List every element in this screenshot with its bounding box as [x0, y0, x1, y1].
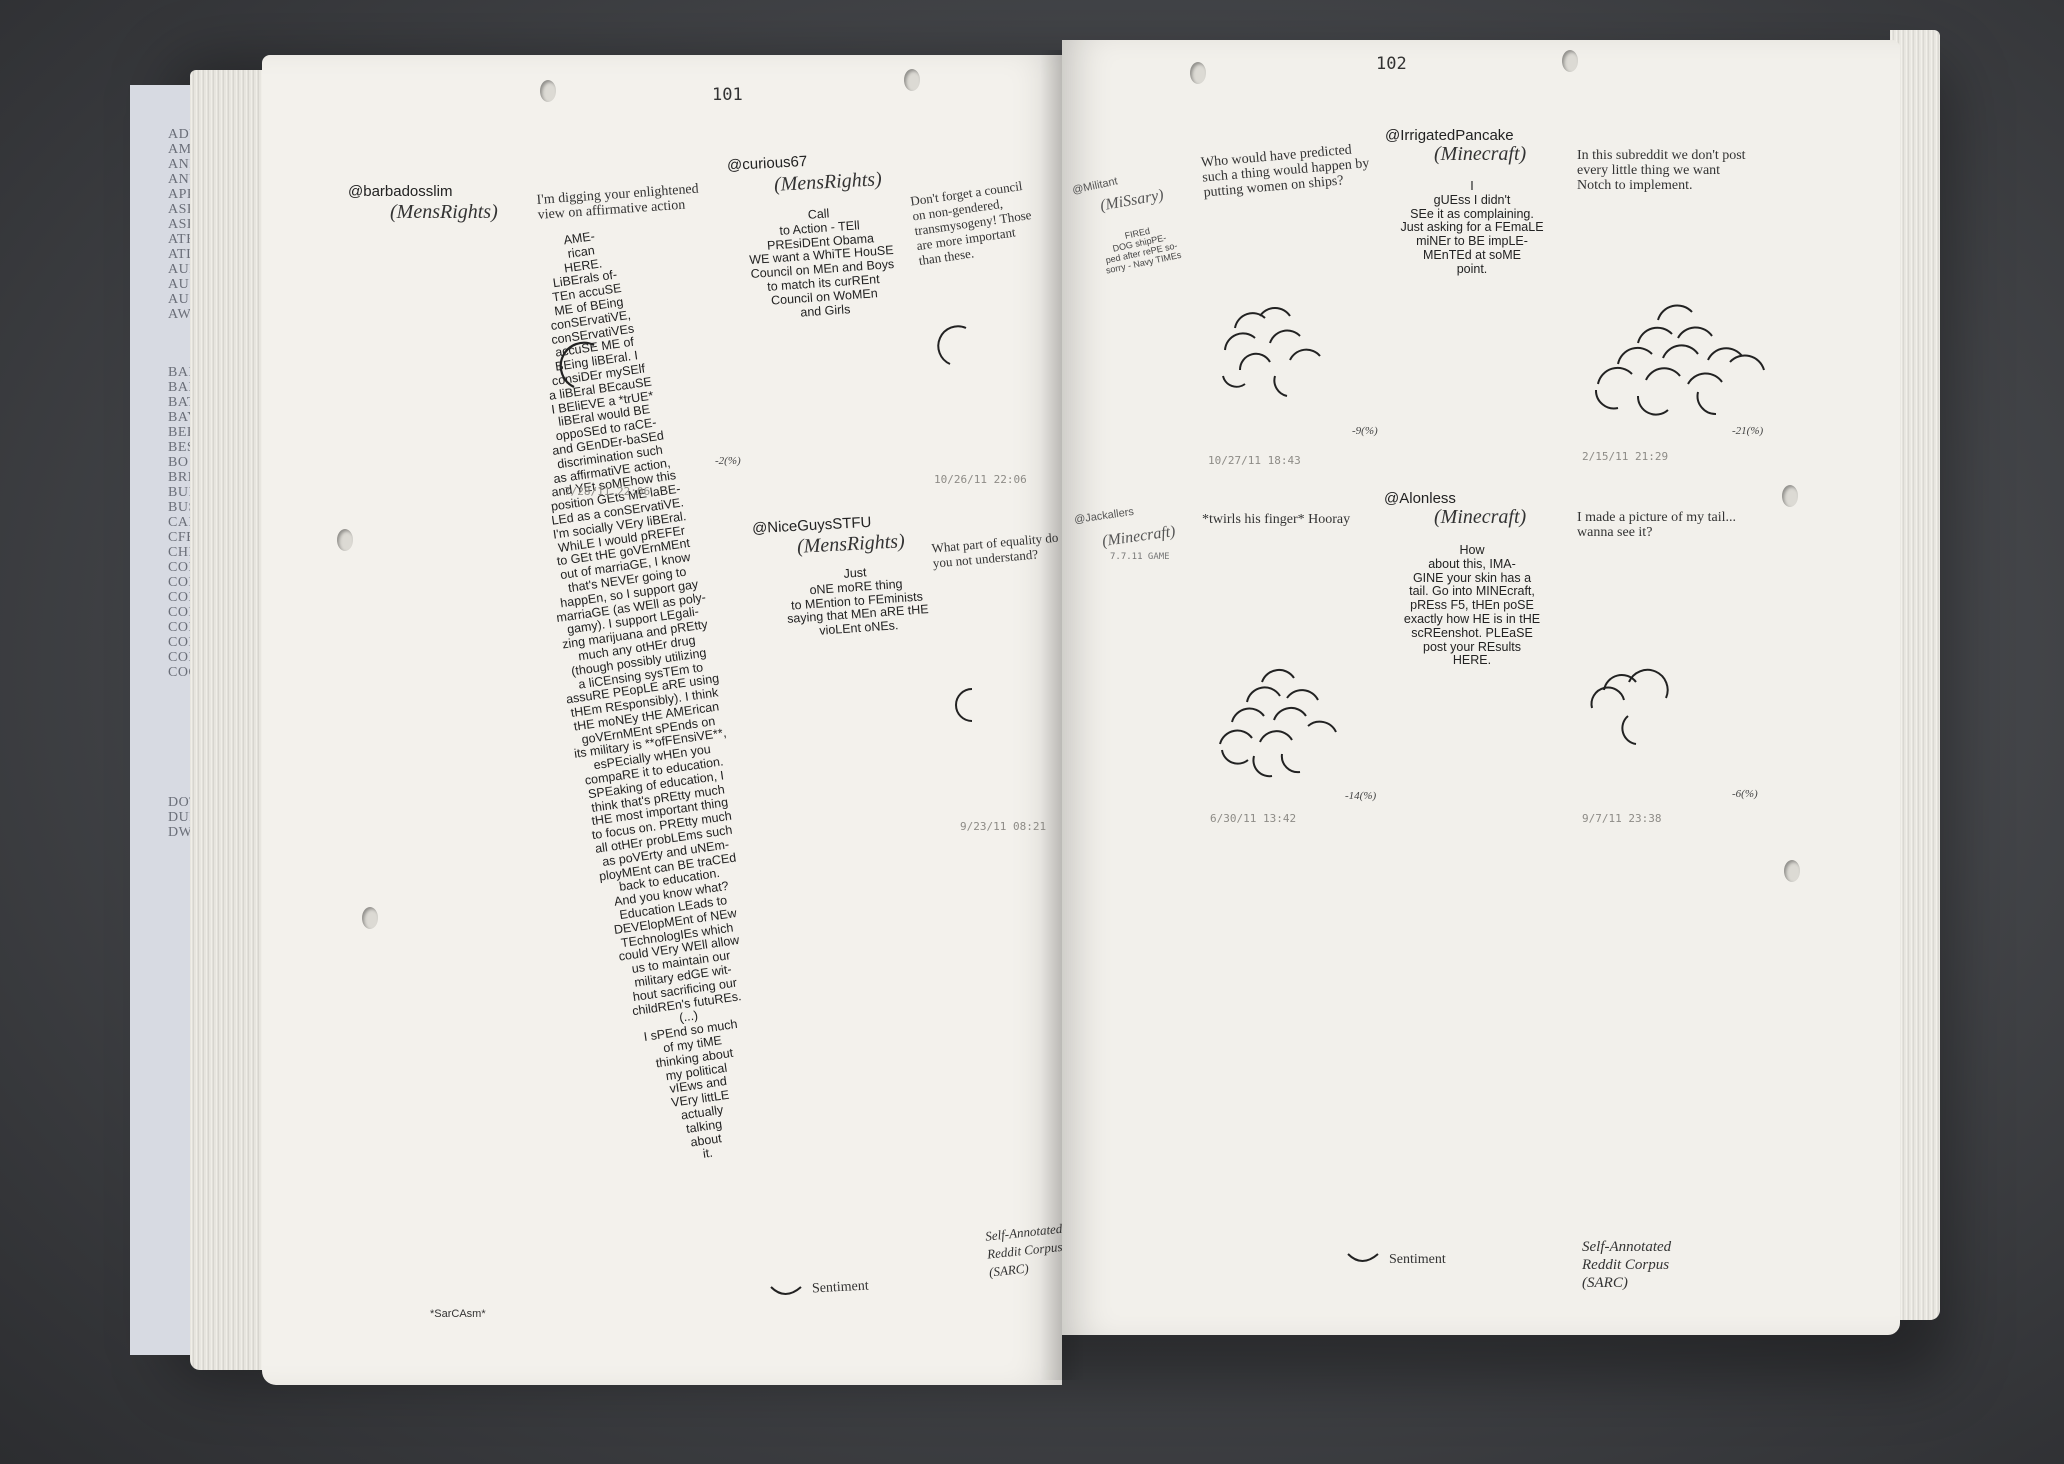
post-subreddit: (Minecraft) [1434, 143, 1527, 165]
corpus-title: Self-Annotated Reddit Corpus (SARC) [1582, 1239, 1672, 1291]
reply-line: miNEr to BE impLE- [1416, 234, 1528, 249]
page-edges-left [190, 70, 270, 1370]
sarcasm-legend-label: *SarCAsm* [430, 1308, 486, 1320]
index-entry: BAT [168, 395, 196, 410]
reply-line: post your REsults [1423, 639, 1521, 654]
index-entry: AUS [168, 277, 198, 292]
post-subreddit: (MensRights) [796, 530, 906, 558]
reply-line: tail. Go into MINEcraft, [1409, 584, 1535, 599]
parent-comment: In this subreddit we don't post every li… [1577, 148, 1746, 193]
reply-line: MEnTEd at soME [1423, 247, 1521, 262]
reply-line: SEe it as complaining. [1410, 206, 1534, 221]
post-username: @curious67 [726, 152, 808, 175]
reply-line: scREenshot. PLEaSE [1411, 625, 1533, 640]
sentiment-legend-label: Sentiment [1389, 1252, 1446, 1267]
post-timestamp: 7/28/11 22:06 [564, 485, 651, 498]
index-entry: CFB [168, 530, 196, 545]
punch-hole [1562, 50, 1578, 72]
sentiment-arc [937, 325, 967, 365]
reply-line: gUEss I didn't [1433, 192, 1511, 207]
index-entry: ASK [168, 202, 198, 217]
sentiment-legend-label: Sentiment [811, 1278, 870, 1297]
parent-comment: I'm digging your enlightened view on aff… [536, 181, 700, 223]
index-entry: ANI [168, 157, 195, 172]
sentiment-score: -6(%) [1732, 788, 1758, 800]
sentiment-score: -21(%) [1732, 425, 1764, 437]
punch-hole [1190, 62, 1206, 84]
post-subreddit: (MiSsary) [1098, 186, 1165, 215]
reply-line: pREss F5, tHEn poSE [1410, 598, 1534, 613]
reply-line: How [1459, 543, 1485, 557]
post-username: @Militant [1071, 175, 1119, 197]
reply-line: HERE. [1452, 653, 1492, 668]
sarcastic-reply-text: FIREd DOG shipPE-ped after rePE so-sorry … [1099, 220, 1182, 276]
index-entry: ATL [168, 247, 196, 262]
page-number: 102 [1376, 54, 1407, 74]
post-username: @IrrigatedPancake [1385, 127, 1514, 144]
index-entry: ASK [168, 217, 198, 232]
reply-line: about this, IMA- [1428, 556, 1516, 571]
left-page: 101 @barbadosslim (MensRights) I'm diggi… [262, 55, 1063, 1385]
reply-line: point. [1456, 261, 1488, 276]
post-timestamp: 9/7/11 23:38 [1582, 812, 1662, 825]
punch-hole [337, 529, 353, 551]
sentiment-arc [559, 341, 595, 388]
post-subreddit: (Minecraft) [1434, 506, 1527, 528]
post-username: @barbadosslim [348, 183, 453, 200]
sentiment-score: -2(%) [715, 455, 741, 467]
post-subreddit: (MensRights) [773, 168, 883, 196]
sentiment-arc-cluster [1590, 668, 1669, 745]
parent-comment: Who would have predicted such a thing wo… [1200, 142, 1370, 201]
sentiment-score: -9(%) [1352, 425, 1378, 437]
sentiment-icon [770, 1286, 802, 1295]
post-username: @Alonless [1384, 490, 1456, 507]
parent-comment: Don't forget a council on non-gendered, … [909, 177, 1033, 268]
index-entry: APP [168, 187, 196, 202]
reply-line: GINE your skin has a [1412, 570, 1532, 585]
sarcastic-reply-text: Just oNE moRE thing to MEntion to FEminist… [765, 561, 949, 642]
post-timestamp: 9/23/11 08:21 [960, 820, 1047, 833]
sentiment-score: -14(%) [1345, 790, 1377, 802]
parent-comment: *twirls his finger* Hooray [1202, 512, 1351, 527]
post-subreddit: (Minecraft) [1101, 522, 1177, 551]
reply-line: exactly how HE is in tHE [1403, 611, 1541, 626]
sentiment-arc-cluster [1222, 307, 1321, 397]
punch-hole [904, 69, 920, 91]
punch-hole [540, 80, 556, 102]
sarcastic-reply-text: Call to Action - TEll PREsiDEnt Obama WE wa… [728, 202, 915, 325]
post-timestamp: 7.7.11 GAME [1110, 552, 1170, 562]
sarcastic-reply-text: AME-rican HERE. LiBErals of- TEn accuSE ME o… [502, 222, 785, 1173]
parent-comment: I made a picture of my tail... wanna see… [1577, 510, 1736, 540]
sentiment-arc-cluster [1594, 304, 1765, 416]
post-timestamp: 2/15/11 21:29 [1582, 450, 1669, 463]
post-timestamp: 10/26/11 22:06 [934, 473, 1027, 486]
right-page: 102 @Militant (MiSsary) FIREd DOG shipPE-… [1062, 40, 1900, 1335]
index-entry: BO [168, 455, 189, 470]
index-entry: AUS [168, 292, 198, 307]
reply-line: I [1470, 179, 1474, 193]
punch-hole [362, 907, 378, 929]
post-subreddit: (MensRights) [390, 201, 498, 223]
sentiment-arc-cluster [1219, 668, 1337, 778]
punch-hole [1784, 860, 1800, 882]
index-entry: BAL [168, 380, 198, 395]
punch-hole [1782, 485, 1798, 507]
reply-line: Just asking for a FEmaLE [1400, 220, 1544, 235]
index-entry: ATH [168, 232, 197, 247]
post-username: @Jackallers [1073, 505, 1135, 527]
post-timestamp: 10/27/11 18:43 [1208, 454, 1301, 467]
sentiment-icon [1347, 1253, 1379, 1262]
page-number: 101 [712, 85, 743, 105]
sentiment-arc [955, 688, 973, 722]
post-timestamp: 6/30/11 13:42 [1210, 812, 1297, 825]
